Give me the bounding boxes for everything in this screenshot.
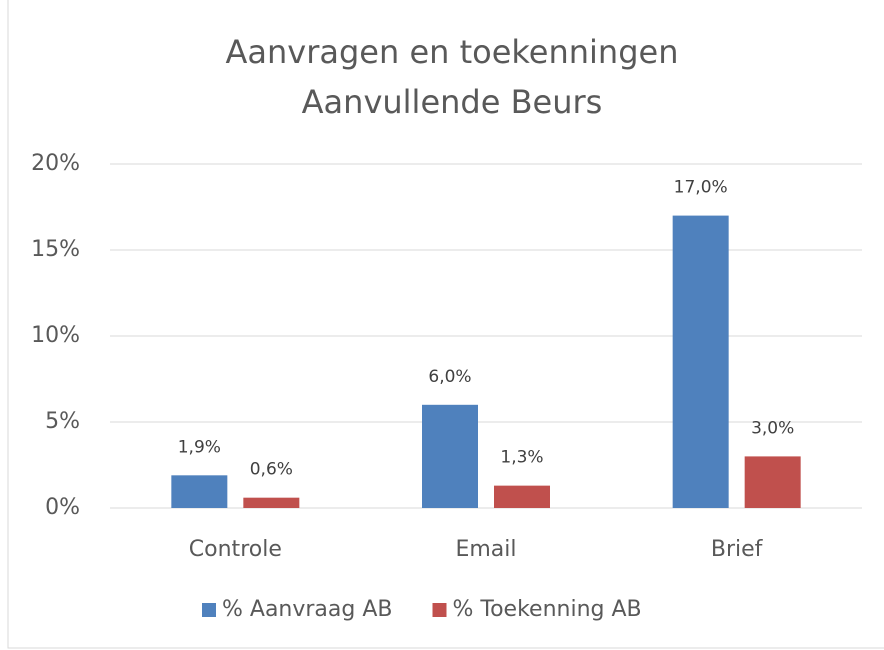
bar bbox=[422, 404, 478, 508]
chart-title: Aanvragen en toekenningen bbox=[226, 33, 679, 71]
y-tick-label: 5% bbox=[45, 409, 80, 434]
data-label: 6,0% bbox=[428, 367, 471, 387]
legend-label: % Aanvraag AB bbox=[222, 597, 393, 622]
y-tick-label: 10% bbox=[31, 323, 80, 348]
data-label: 0,6% bbox=[250, 460, 293, 480]
x-tick-label: Brief bbox=[711, 537, 764, 562]
legend-swatch bbox=[432, 603, 447, 617]
legend-label: % Toekenning AB bbox=[453, 597, 642, 622]
data-label: 17,0% bbox=[674, 178, 728, 198]
y-tick-label: 0% bbox=[45, 495, 80, 520]
chart-title: Aanvullende Beurs bbox=[302, 83, 603, 121]
chart-frame bbox=[7, 0, 884, 649]
bar bbox=[672, 215, 729, 508]
data-label: 3,0% bbox=[751, 418, 794, 438]
data-label: 1,9% bbox=[178, 437, 221, 457]
bar bbox=[171, 475, 228, 508]
y-tick-label: 20% bbox=[31, 151, 80, 176]
y-tick-label: 15% bbox=[31, 237, 80, 262]
x-tick-label: Controle bbox=[189, 537, 282, 562]
bar bbox=[744, 456, 801, 508]
bar bbox=[494, 485, 550, 508]
legend-swatch bbox=[202, 603, 216, 617]
x-tick-label: Email bbox=[455, 537, 516, 562]
data-label: 1,3% bbox=[500, 448, 543, 468]
bar bbox=[243, 497, 300, 508]
